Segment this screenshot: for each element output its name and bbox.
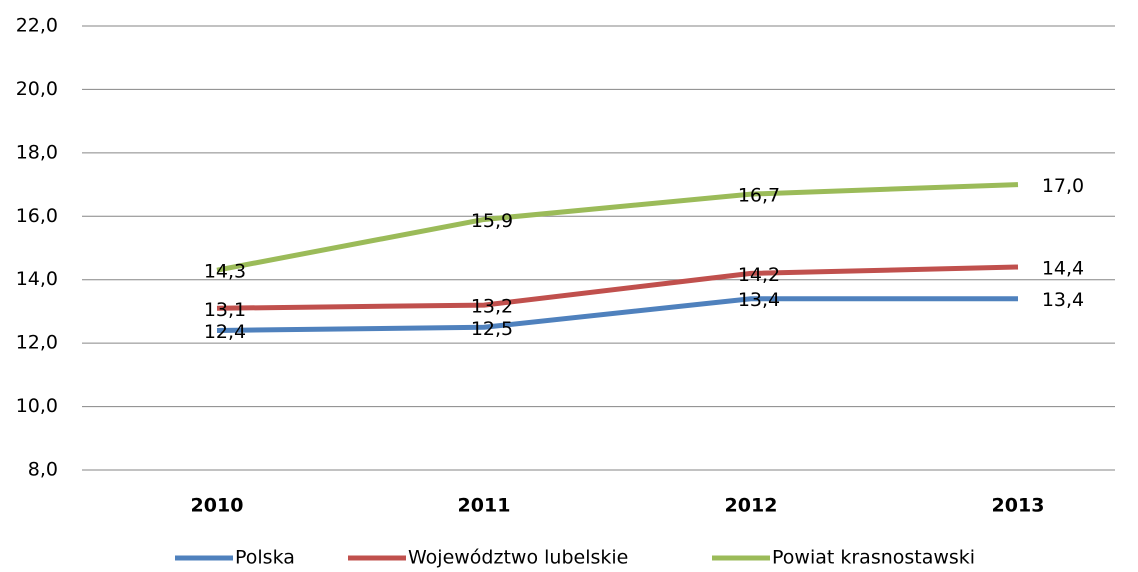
y-tick-label: 14,0 [16,268,58,290]
y-tick-label: 20,0 [16,78,58,100]
data-label: 14,2 [738,264,780,286]
y-tick-label: 8,0 [28,459,58,481]
y-tick-label: 10,0 [16,395,58,417]
series-line [216,182,1019,273]
data-label: 12,5 [471,318,513,340]
series-line [216,264,1019,311]
y-tick-label: 16,0 [16,205,58,227]
y-tick-label: 22,0 [16,15,58,37]
data-label: 13,1 [204,299,246,321]
x-tick-label: 2010 [191,495,244,517]
data-label: 17,0 [1042,175,1084,197]
legend-label: Polska [235,547,295,569]
data-label: 14,4 [1042,258,1084,280]
x-tick-label: 2012 [725,495,778,517]
y-tick-label: 12,0 [16,332,58,354]
data-label: 12,4 [204,321,246,343]
legend-label: Powiat krasnostawski [772,547,975,569]
series-line [216,296,1018,333]
data-label: 13,4 [738,289,780,311]
data-label: 13,4 [1042,289,1084,311]
legend-label: Województwo lubelskie [408,547,628,569]
data-label: 16,7 [738,185,780,207]
data-label: 15,9 [471,210,513,232]
data-label: 14,3 [204,261,246,283]
x-tick-label: 2011 [458,495,511,517]
x-tick-label: 2013 [992,495,1045,517]
data-label: 13,2 [471,296,513,318]
y-tick-label: 18,0 [16,141,58,163]
